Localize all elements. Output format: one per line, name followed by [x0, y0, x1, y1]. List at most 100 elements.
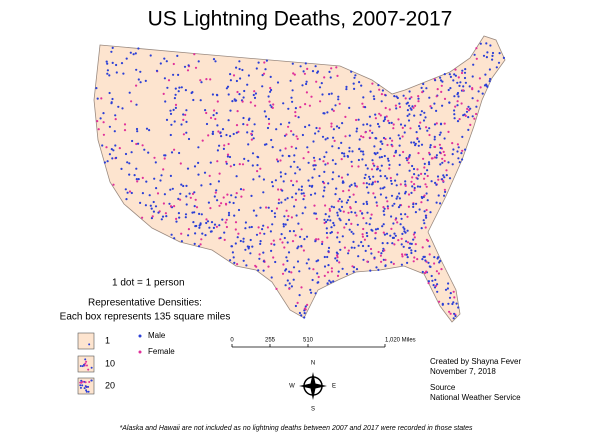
dot	[255, 233, 259, 236]
dot	[456, 120, 460, 123]
dot	[117, 105, 120, 108]
dot	[316, 272, 319, 275]
dot	[288, 155, 291, 158]
dot	[249, 238, 252, 242]
dot	[248, 117, 251, 120]
dot	[290, 271, 293, 274]
density-dot	[81, 365, 84, 368]
dot	[428, 151, 431, 154]
density-box	[77, 332, 95, 350]
dot	[298, 294, 301, 297]
dot	[198, 212, 201, 215]
dot	[434, 79, 437, 82]
dot	[336, 214, 339, 217]
dot	[385, 232, 389, 235]
us-outline	[93, 35, 506, 323]
dot	[165, 60, 168, 63]
dot	[315, 126, 318, 130]
dot	[243, 157, 246, 160]
dot	[284, 223, 287, 226]
dot	[216, 160, 219, 163]
dot	[185, 109, 188, 112]
dot	[258, 257, 261, 260]
dot	[279, 159, 282, 162]
dot	[392, 222, 395, 225]
dot	[433, 286, 437, 289]
dot	[362, 258, 365, 261]
dot	[380, 164, 383, 167]
dot	[291, 196, 294, 199]
dot	[172, 62, 175, 66]
dot	[111, 157, 114, 160]
dot	[304, 125, 307, 128]
dot	[472, 63, 475, 66]
dot	[315, 217, 318, 220]
dot	[433, 156, 436, 159]
dot	[135, 103, 138, 106]
dot	[406, 256, 409, 259]
dot	[257, 61, 260, 64]
dot	[154, 205, 158, 208]
dot	[326, 162, 329, 165]
dot	[261, 228, 264, 231]
dot	[106, 69, 109, 72]
dot	[414, 211, 417, 214]
dot	[262, 72, 266, 75]
dot	[352, 240, 355, 243]
dot	[108, 125, 111, 128]
dot	[237, 208, 241, 212]
dot	[396, 96, 399, 100]
dot	[412, 205, 415, 208]
dot	[460, 71, 464, 75]
dot	[299, 106, 302, 109]
dot	[235, 192, 238, 195]
dot	[454, 105, 457, 108]
dot	[141, 144, 144, 147]
dot	[249, 252, 252, 255]
dot	[361, 212, 364, 215]
dot	[351, 265, 354, 268]
dot	[303, 309, 306, 312]
dot	[279, 175, 283, 178]
dot	[385, 177, 388, 180]
dot	[313, 212, 316, 215]
dot	[126, 191, 129, 194]
dot	[433, 135, 436, 138]
dot	[449, 75, 452, 78]
dot	[386, 143, 389, 147]
dot	[96, 120, 99, 123]
dot	[249, 101, 252, 104]
dot	[449, 312, 452, 315]
dot	[193, 53, 196, 56]
dot	[242, 240, 245, 243]
dot	[448, 310, 451, 313]
dot	[220, 202, 223, 205]
dot	[297, 222, 300, 225]
dot	[357, 255, 360, 258]
dot	[194, 66, 198, 69]
dot	[337, 200, 340, 203]
dot	[312, 140, 315, 143]
dot	[261, 74, 264, 77]
dot	[357, 158, 360, 162]
dot	[367, 191, 370, 194]
dot	[171, 187, 174, 190]
dot	[128, 91, 131, 94]
dot	[377, 84, 380, 87]
dot	[364, 106, 367, 109]
dot	[412, 238, 415, 241]
dot	[442, 150, 445, 153]
dot	[376, 165, 379, 168]
dot	[314, 132, 317, 135]
dot	[303, 307, 306, 310]
dot	[111, 97, 114, 101]
dot	[400, 243, 403, 246]
dot	[123, 123, 127, 126]
dot	[120, 62, 124, 65]
dot	[340, 200, 343, 203]
dot	[339, 209, 342, 212]
dot	[410, 141, 413, 144]
dot	[108, 74, 111, 77]
dot	[420, 86, 423, 89]
dot	[442, 174, 445, 177]
